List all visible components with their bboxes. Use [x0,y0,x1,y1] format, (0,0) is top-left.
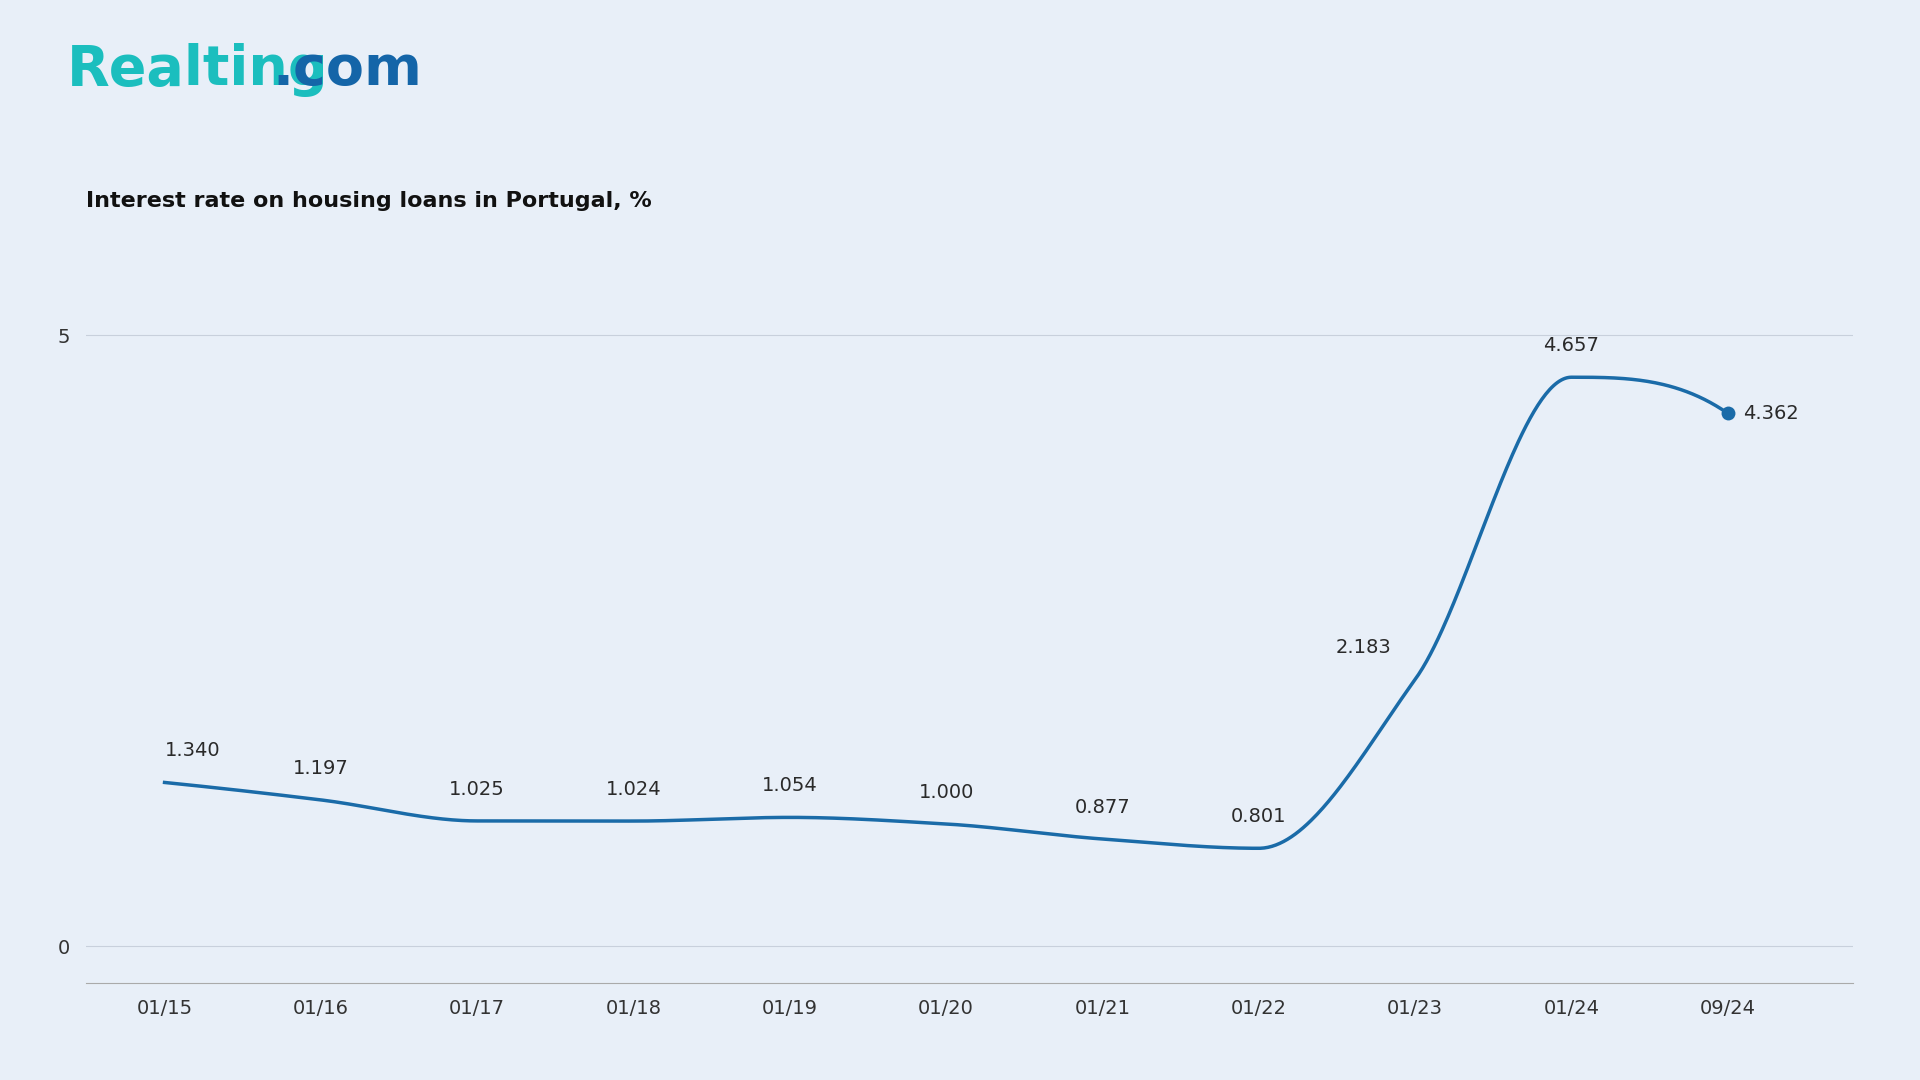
Text: 1.197: 1.197 [294,759,349,778]
Text: 1.025: 1.025 [449,780,505,799]
Text: 1.024: 1.024 [605,780,660,799]
Text: 1.000: 1.000 [918,783,973,802]
Text: 1.340: 1.340 [165,742,221,760]
Text: 0.801: 0.801 [1231,808,1286,826]
Text: 4.657: 4.657 [1544,336,1599,355]
Text: .com: .com [273,43,422,97]
Text: 0.877: 0.877 [1075,798,1131,818]
Text: 1.054: 1.054 [762,777,818,795]
Text: Realting: Realting [67,43,328,97]
Text: Interest rate on housing loans in Portugal, %: Interest rate on housing loans in Portug… [86,191,653,211]
Text: 4.362: 4.362 [1743,404,1799,422]
Text: 2.183: 2.183 [1336,638,1392,658]
